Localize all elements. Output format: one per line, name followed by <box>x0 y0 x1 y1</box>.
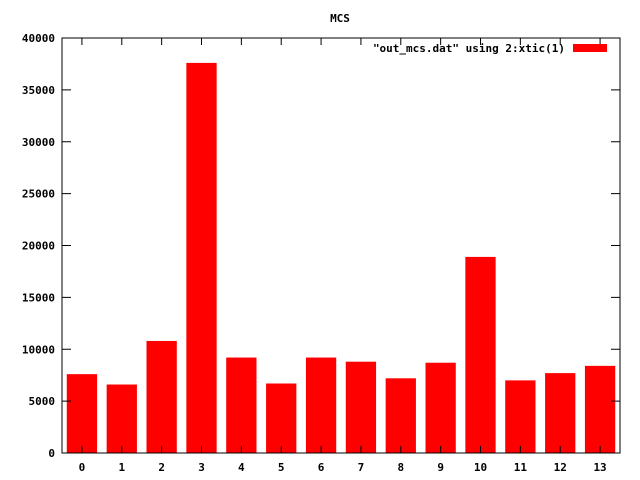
x-axis: 0 1 2 3 4 5 6 7 8 9 10 11 12 13 <box>79 38 607 474</box>
chart-title: MCS <box>330 12 350 25</box>
x-tick-label: 4 <box>238 461 245 474</box>
x-tick-label: 10 <box>474 461 487 474</box>
x-tick-label: 12 <box>554 461 567 474</box>
x-tick-label: 0 <box>79 461 86 474</box>
bars-layer <box>66 62 616 454</box>
legend-label: "out_mcs.dat" using 2:xtic(1) <box>373 42 565 55</box>
bar-12 <box>545 373 576 453</box>
y-tick-label: 15000 <box>22 291 55 304</box>
y-tick-label: 25000 <box>22 188 55 201</box>
legend-swatch <box>573 44 607 52</box>
x-tick-label: 1 <box>118 461 125 474</box>
bar-5 <box>266 383 297 453</box>
y-tick-label: 40000 <box>22 32 55 45</box>
bar-2 <box>146 340 177 453</box>
plot-frame <box>61 37 621 454</box>
bar-7 <box>345 361 377 453</box>
bar-1 <box>106 384 137 453</box>
bar-9 <box>425 362 456 453</box>
bar-6 <box>305 357 337 453</box>
legend: "out_mcs.dat" using 2:xtic(1) <box>373 42 607 55</box>
y-tick-label: 5000 <box>29 395 56 408</box>
y-tick-label: 30000 <box>22 136 55 149</box>
x-tick-label: 8 <box>397 461 404 474</box>
bar-8 <box>385 378 416 453</box>
x-tick-label: 2 <box>158 461 165 474</box>
x-tick-label: 6 <box>318 461 325 474</box>
bar-11 <box>505 380 536 454</box>
y-axis: 0 5000 10000 15000 20000 25000 30000 35000 40000 <box>22 32 620 460</box>
y-tick-label: 0 <box>48 447 55 460</box>
x-tick-label: 13 <box>593 461 606 474</box>
bar-4 <box>226 357 257 453</box>
bar-13 <box>584 365 616 453</box>
x-tick-label: 7 <box>358 461 365 474</box>
x-tick-label: 5 <box>278 461 285 474</box>
x-tick-label: 11 <box>514 461 528 474</box>
bar-3 <box>186 62 217 454</box>
bar-0 <box>66 374 98 453</box>
y-tick-label: 20000 <box>22 240 55 253</box>
x-tick-label: 3 <box>198 461 205 474</box>
y-tick-label: 10000 <box>22 343 55 356</box>
y-tick-label: 35000 <box>22 84 55 97</box>
bar-10 <box>465 256 496 453</box>
x-tick-label: 9 <box>437 461 444 474</box>
